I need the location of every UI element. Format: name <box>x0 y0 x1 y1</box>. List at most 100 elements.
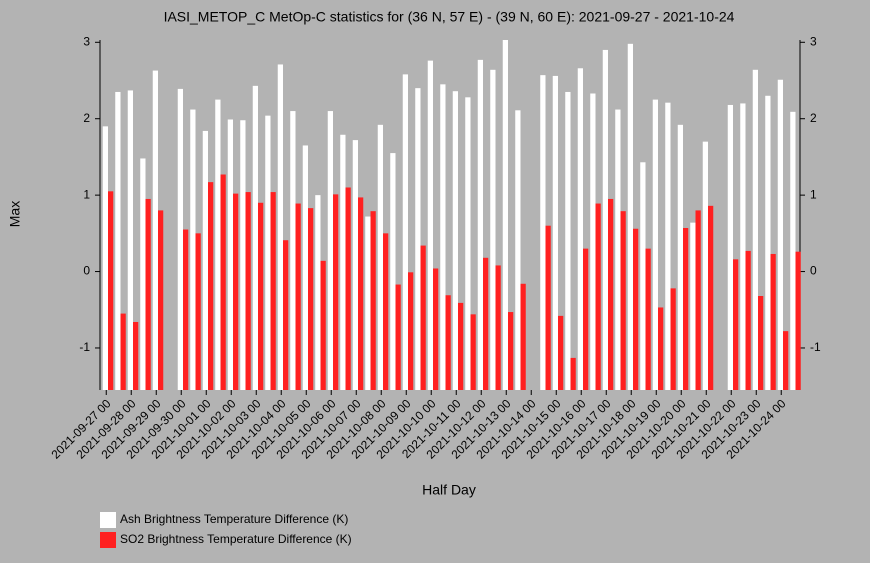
bar <box>702 141 708 390</box>
bar <box>470 314 476 390</box>
bar <box>658 307 664 390</box>
bar <box>502 40 508 390</box>
bar <box>515 110 521 391</box>
bar <box>133 321 139 390</box>
bar <box>333 194 339 390</box>
bar <box>320 260 326 390</box>
bar <box>195 233 201 390</box>
bar <box>495 265 501 390</box>
bar <box>683 227 689 390</box>
bar <box>452 91 458 391</box>
bar <box>490 69 496 390</box>
bar <box>220 174 226 390</box>
bar <box>190 109 196 391</box>
bar <box>420 245 426 390</box>
bar <box>108 191 114 390</box>
y-axis-label: Max <box>7 201 23 227</box>
bar <box>615 109 621 391</box>
bar <box>140 158 146 390</box>
x-axis-label: Half Day <box>422 482 476 498</box>
y2-tick-label: 0 <box>810 264 817 278</box>
bar <box>340 134 346 390</box>
bar <box>115 91 121 391</box>
bar <box>633 228 639 390</box>
bar <box>440 84 446 390</box>
y2-tick-label: 3 <box>810 34 817 48</box>
bar <box>202 130 208 391</box>
bar <box>783 331 789 390</box>
bar <box>270 192 276 390</box>
bar <box>365 216 371 390</box>
bar <box>483 257 489 390</box>
bar <box>152 70 158 390</box>
bar <box>583 248 589 390</box>
bar <box>627 43 633 391</box>
bar <box>545 225 551 390</box>
bar <box>477 59 483 391</box>
bar <box>233 193 239 390</box>
legend-label: SO2 Brightness Temperature Difference (K… <box>120 532 352 546</box>
bar <box>552 75 558 391</box>
bar <box>102 126 108 391</box>
bar <box>758 296 764 390</box>
bar <box>245 192 251 390</box>
bar <box>745 250 751 390</box>
y-tick-label: 0 <box>83 264 90 278</box>
bar <box>370 211 376 390</box>
bar <box>415 88 421 390</box>
bar <box>708 205 714 390</box>
bar <box>427 60 433 391</box>
bar <box>790 111 796 391</box>
bar <box>408 272 414 390</box>
bar <box>733 259 739 390</box>
bar <box>177 88 183 390</box>
bar <box>508 312 514 390</box>
bar <box>465 97 471 391</box>
y2-tick-label: -1 <box>810 340 821 354</box>
bar <box>315 195 321 390</box>
bar <box>765 95 771 391</box>
y-tick-label: 2 <box>83 111 90 125</box>
legend-label: Ash Brightness Temperature Difference (K… <box>120 512 348 526</box>
bar <box>740 103 746 390</box>
bar <box>308 208 314 390</box>
bar <box>770 253 776 390</box>
bar <box>652 99 658 390</box>
bar <box>677 124 683 391</box>
bar <box>458 302 464 390</box>
bar <box>345 187 351 390</box>
bar <box>577 68 583 390</box>
bar <box>445 295 451 390</box>
bar <box>240 120 246 390</box>
bar <box>295 203 301 390</box>
bar <box>665 102 671 390</box>
bar <box>120 313 126 390</box>
bar <box>258 202 264 390</box>
bar <box>595 203 601 390</box>
bar <box>565 91 571 391</box>
y2-tick-label: 2 <box>810 111 817 125</box>
bar <box>145 198 151 390</box>
bar <box>402 74 408 391</box>
bar <box>777 79 783 391</box>
bar <box>358 197 364 390</box>
bar <box>433 268 439 390</box>
bar <box>383 233 389 390</box>
bar <box>690 222 696 390</box>
bar <box>540 75 546 391</box>
bar <box>283 240 289 390</box>
y-tick-label: 3 <box>83 34 90 48</box>
bar <box>645 248 651 390</box>
y-tick-label: 1 <box>83 187 90 201</box>
bar <box>795 251 801 390</box>
bar <box>183 229 189 390</box>
bar <box>670 288 676 390</box>
bar <box>520 283 526 390</box>
bar <box>558 315 564 390</box>
bar <box>290 111 296 390</box>
bar <box>352 140 358 390</box>
y2-tick-label: 1 <box>810 187 817 201</box>
bar <box>327 111 333 390</box>
legend-swatch <box>100 512 116 528</box>
bar <box>640 162 646 390</box>
